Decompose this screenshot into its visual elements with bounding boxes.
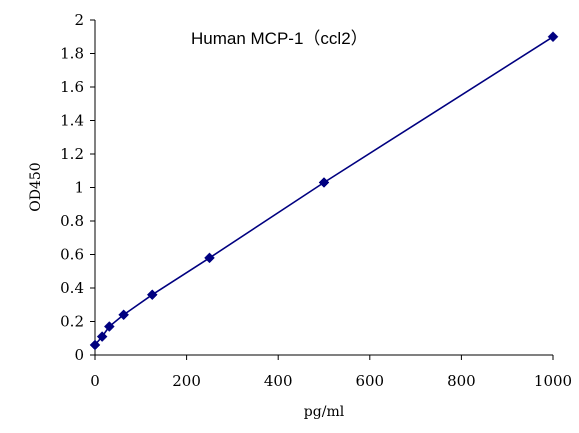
y-tick-label: 1: [74, 179, 84, 197]
data-point-marker: [89, 339, 101, 351]
x-tick-label: 200: [172, 372, 201, 390]
y-ticks: 0 0.2 0.4 0.6 0.8 1 1.2 1.4 1.6 1.8 2: [60, 11, 95, 364]
y-tick-label: 1.8: [60, 45, 84, 63]
data-point-marker: [103, 321, 115, 332]
data-point-marker: [204, 252, 215, 264]
y-tick-label: 0.4: [60, 279, 84, 297]
y-tick-label: 2: [74, 11, 84, 29]
series-line: [94, 36, 554, 346]
y-tick-label: 0: [74, 346, 84, 364]
y-tick-label: 1.2: [60, 145, 84, 163]
data-point-marker: [118, 309, 129, 321]
x-tick-label: 0: [90, 372, 100, 390]
x-tick-label: 600: [355, 372, 384, 390]
y-tick-label: 1.4: [60, 112, 84, 130]
chart-title: Human MCP-1（ccl2）: [191, 29, 368, 48]
x-tick-label: 800: [447, 372, 476, 390]
x-ticks: 0 200 400 600 800 1000: [90, 355, 572, 390]
x-tick-label: 1000: [534, 372, 572, 390]
data-point-marker: [146, 289, 158, 301]
y-tick-label: 1.6: [60, 78, 84, 96]
data-point-marker: [547, 31, 559, 43]
y-tick-label: 0.6: [60, 246, 84, 264]
x-axis-title: pg/ml: [304, 404, 345, 420]
y-tick-label: 0.2: [60, 313, 84, 331]
y-axis-title: OD450: [28, 162, 44, 211]
data-point-marker: [96, 331, 108, 342]
data-point-marker: [318, 177, 330, 188]
x-tick-label: 400: [264, 372, 293, 390]
series-layer: [89, 31, 559, 351]
y-tick-label: 0.8: [60, 212, 84, 230]
